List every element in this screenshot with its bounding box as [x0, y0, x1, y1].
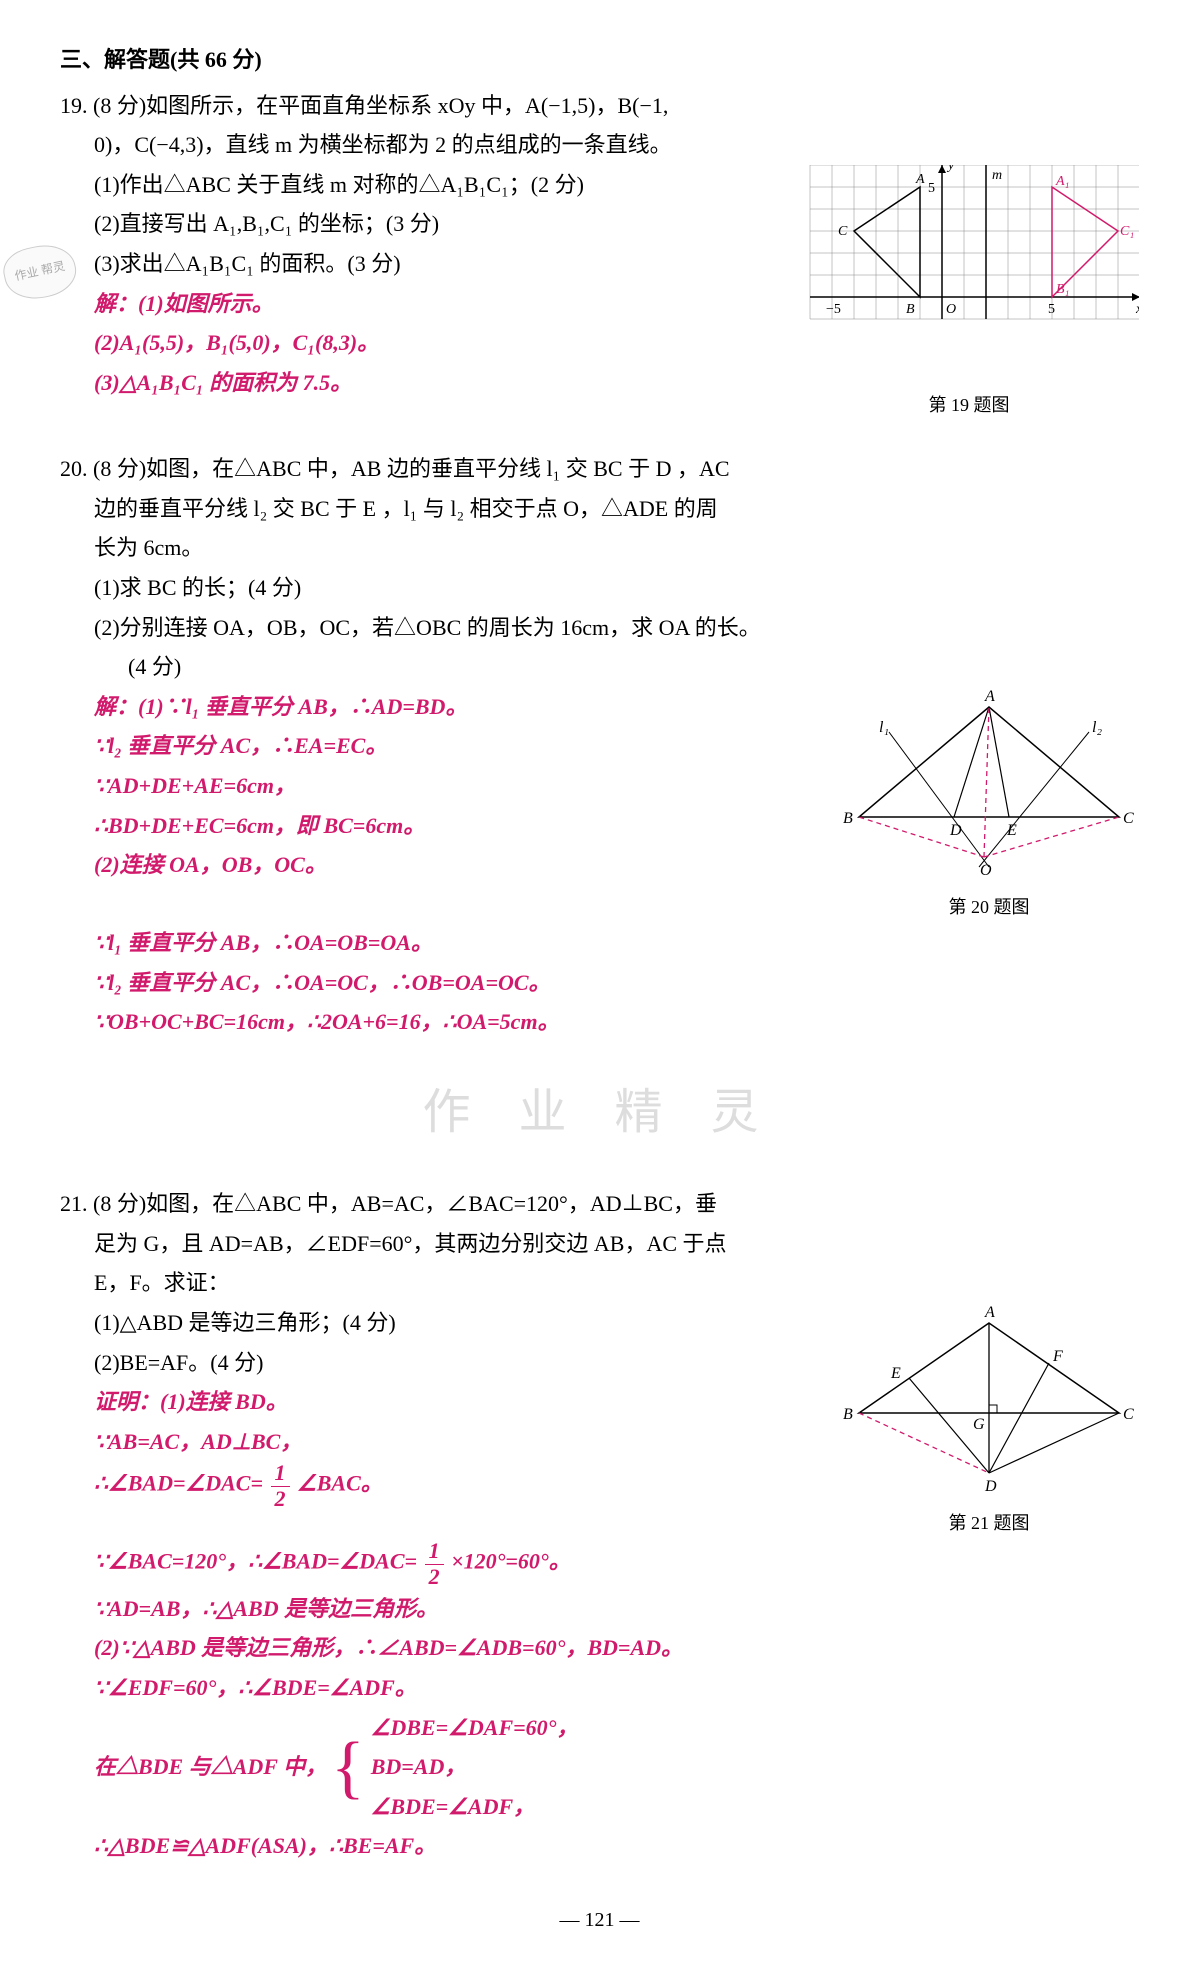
p20-s2: ∵l₂ 垂直平分 AC，∴EA=EC。 — [94, 726, 823, 766]
p21-s1: 证明：(1)连接 BD。 — [94, 1382, 823, 1422]
p20-s8: ∵OB+OC+BC=16cm，∴2OA+6=16，∴OA=5cm。 — [94, 1002, 1139, 1042]
p21-s9: ∴△BDE≌△ADF(ASA)，∴BE=AF。 — [94, 1826, 1139, 1866]
p19-q1: (1)作出△ABC 关于直线 m 对称的△A₁B₁C₁；(2 分) — [94, 165, 783, 205]
svg-text:B: B — [906, 302, 915, 317]
p19-s1: 解：(1)如图所示。 — [94, 284, 783, 324]
svg-text:A: A — [915, 172, 925, 187]
p21-s5: ∵AD=AB，∴△ABD 是等边三角形。 — [94, 1589, 1139, 1629]
p20-h1: 20. (8 分)如图，在△ABC 中，AB 边的垂直平分线 l₁ 交 BC 于… — [60, 449, 1139, 489]
svg-text:A: A — [984, 688, 995, 705]
p19-s2: (2)A₁(5,5)，B₁(5,0)，C₁(8,3)。 — [94, 323, 783, 363]
brace-icon: { — [331, 1736, 365, 1799]
section-title: 三、解答题(共 66 分) — [60, 40, 1139, 80]
frac-den2: 2 — [425, 1565, 444, 1589]
p21-s4a: ∵∠BAC=120°，∴∠BAD=∠DAC= — [94, 1549, 417, 1574]
svg-text:l₁: l₁ — [879, 719, 889, 736]
svg-text:B: B — [843, 810, 853, 827]
svg-text:E: E — [890, 1365, 901, 1382]
p21-case2: BD=AD， — [371, 1747, 579, 1787]
p20-caption: 第 20 题图 — [839, 891, 1139, 923]
svg-text:A₁: A₁ — [1055, 174, 1069, 189]
p21-s3b: ∠BAC。 — [297, 1471, 383, 1496]
svg-text:−5: −5 — [826, 302, 841, 317]
svg-text:A: A — [984, 1304, 995, 1321]
p21-h1: 21. (8 分)如图，在△ABC 中，AB=AC，∠BAC=120°，AD⊥B… — [60, 1184, 1139, 1224]
frac-den: 2 — [271, 1487, 290, 1511]
p21-figure-col: A B C D E F G 第 21 题图 — [839, 1303, 1139, 1539]
p19-line2: 0)，C(−4,3)，直线 m 为横坐标都为 2 的点组成的一条直线。 — [94, 125, 1139, 165]
svg-text:x: x — [1135, 302, 1139, 317]
svg-text:F: F — [1052, 1348, 1063, 1365]
p21-case1: ∠DBE=∠DAF=60°， — [371, 1708, 579, 1748]
frac-half-2: 1 2 — [425, 1539, 444, 1588]
svg-text:C: C — [838, 224, 848, 239]
p21-h2: 足为 G，且 AD=AB，∠EDF=60°，其两边分别交边 AB，AC 于点 — [94, 1224, 1139, 1264]
svg-text:B: B — [843, 1406, 853, 1423]
p21-case3: ∠BDE=∠ADF， — [371, 1787, 579, 1827]
p21-s4: ∵∠BAC=120°，∴∠BAD=∠DAC= 1 2 ×120°=60°。 — [94, 1539, 1139, 1588]
frac-num2: 1 — [425, 1539, 444, 1564]
svg-text:C₁: C₁ — [1120, 224, 1134, 239]
p21-s3a: ∴∠BAD=∠DAC= — [94, 1471, 263, 1496]
svg-text:5: 5 — [1048, 302, 1055, 317]
svg-text:D: D — [984, 1478, 997, 1495]
p19-q3: (3)求出△A₁B₁C₁ 的面积。(3 分) — [94, 244, 783, 284]
svg-text:C: C — [1123, 810, 1134, 827]
p19-figure: O−55yxm5ABCA₁B₁C₁ — [799, 165, 1139, 385]
p20-h2: 边的垂直平分线 l₂ 交 BC 于 E ，l₁ 与 l₂ 相交于点 O，△ADE… — [94, 489, 1139, 529]
p21-q2: (2)BE=AF。(4 分) — [94, 1343, 823, 1383]
p21-h3: E，F。求证： — [94, 1263, 1139, 1303]
p20-q2b: (4 分) — [128, 647, 1139, 687]
p20-q2a: (2)分别连接 OA，OB，OC，若△OBC 的周长为 16cm，求 OA 的长… — [94, 608, 1139, 648]
problem-20: 20. (8 分)如图，在△ABC 中，AB 边的垂直平分线 l₁ 交 BC 于… — [60, 449, 1139, 1042]
svg-text:y: y — [946, 165, 955, 173]
p21-s3: ∴∠BAD=∠DAC= 1 2 ∠BAC。 — [94, 1461, 823, 1510]
svg-text:m: m — [992, 168, 1002, 183]
frac-num: 1 — [271, 1461, 290, 1486]
p21-caption: 第 21 题图 — [839, 1507, 1139, 1539]
p21-s6: (2)∵△ABD 是等边三角形，∴∠ABD=∠ADB=60°，BD=AD。 — [94, 1628, 1139, 1668]
p20-s1: 解：(1)∵l₁ 垂直平分 AB，∴AD=BD。 — [94, 687, 823, 727]
p19-line1: 19. (8 分)如图所示，在平面直角坐标系 xOy 中，A(−1,5)，B(−… — [60, 86, 1139, 126]
svg-text:l₂: l₂ — [1092, 719, 1102, 736]
p21-q1: (1)△ABD 是等边三角形；(4 分) — [94, 1303, 823, 1343]
watermark-1: 作 业 精 灵 — [60, 1070, 1139, 1156]
p19-caption: 第 19 题图 — [799, 389, 1139, 421]
svg-text:5: 5 — [928, 181, 935, 196]
p19-figure-col: O−55yxm5ABCA₁B₁C₁ 第 19 题图 — [799, 165, 1139, 421]
p20-h3: 长为 6cm。 — [94, 528, 1139, 568]
p21-cases: 在△BDE 与△ADF 中， { ∠DBE=∠DAF=60°， BD=AD， ∠… — [94, 1708, 1139, 1827]
problem-21: 21. (8 分)如图，在△ABC 中，AB=AC，∠BAC=120°，AD⊥B… — [60, 1184, 1139, 1866]
p21-s7: ∵∠EDF=60°，∴∠BDE=∠ADF。 — [94, 1668, 1139, 1708]
p20-figure: A B C D E Ol₁ l₂ — [839, 687, 1139, 887]
svg-text:O: O — [946, 302, 956, 317]
svg-text:G: G — [973, 1416, 985, 1433]
p21-s4b: ×120°=60°。 — [451, 1549, 571, 1574]
svg-text:E: E — [1006, 822, 1017, 839]
p20-s7: ∵l₂ 垂直平分 AC，∴OA=OC，∴OB=OA=OC。 — [94, 963, 1139, 1003]
svg-text:D: D — [949, 822, 962, 839]
p19-q2: (2)直接写出 A₁,B₁,C₁ 的坐标；(3 分) — [94, 204, 783, 244]
p21-figure: A B C D E F G — [839, 1303, 1139, 1503]
p20-figure-col: A B C D E Ol₁ l₂ 第 20 题图 — [839, 687, 1139, 923]
p20-s5: (2)连接 OA，OB，OC。 — [94, 845, 823, 885]
frac-half-1: 1 2 — [271, 1461, 290, 1510]
p19-s3: (3)△A₁B₁C₁ 的面积为 7.5。 — [94, 363, 783, 403]
p20-s6: ∵l₁ 垂直平分 AB，∴OA=OB=OA。 — [94, 923, 1139, 963]
p21-s2: ∵AB=AC，AD⊥BC， — [94, 1422, 823, 1462]
p21-s8: 在△BDE 与△ADF 中， — [94, 1747, 327, 1787]
p20-s3: ∵AD+DE+AE=6cm， — [94, 766, 823, 806]
svg-text:C: C — [1123, 1406, 1134, 1423]
page-number: — 121 — — [60, 1902, 1139, 1938]
p20-s4: ∴BD+DE+EC=6cm，即 BC=6cm。 — [94, 806, 823, 846]
svg-text:O: O — [980, 862, 992, 879]
problem-19: 作业 帮灵 19. (8 分)如图所示，在平面直角坐标系 xOy 中，A(−1,… — [60, 86, 1139, 422]
svg-text:B₁: B₁ — [1056, 282, 1069, 297]
p20-q1: (1)求 BC 的长；(4 分) — [94, 568, 1139, 608]
